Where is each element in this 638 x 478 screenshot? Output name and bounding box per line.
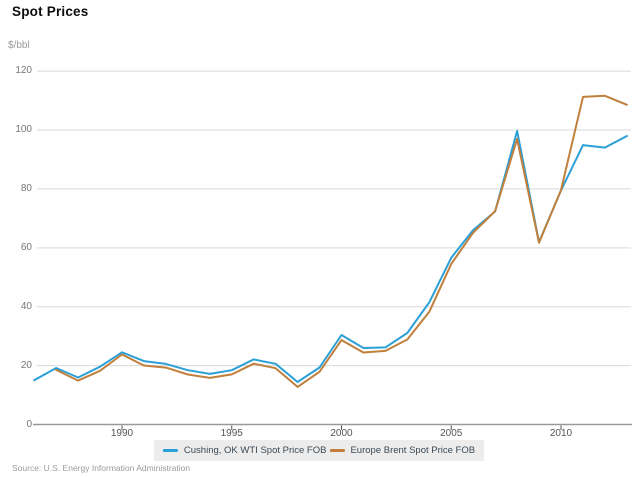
legend-label-brent: Europe Brent Spot Price FOB xyxy=(350,445,476,456)
y-tick-label: 40 xyxy=(20,300,32,312)
x-tick-label: 1990 xyxy=(110,428,134,439)
y-tick-label: 100 xyxy=(15,124,32,136)
wti-line-swatch xyxy=(162,449,178,452)
x-tick-label: 2000 xyxy=(330,428,353,439)
chart-title: Spot Prices xyxy=(12,4,89,19)
x-tick-label: 1995 xyxy=(220,428,243,439)
y-tick-label: 0 xyxy=(26,418,32,430)
y-axis-unit-label: $/bbl xyxy=(8,40,30,51)
legend: Cushing, OK WTI Spot Price FOB Europe Br… xyxy=(153,440,485,461)
brent-price-line xyxy=(55,94,628,388)
brent-line-swatch xyxy=(329,449,345,452)
legend-item-wti[interactable]: Cushing, OK WTI Spot Price FOB xyxy=(162,445,327,456)
y-tick-label: 120 xyxy=(15,65,32,77)
x-tick-label: 2010 xyxy=(549,428,573,439)
y-tick-label: 60 xyxy=(20,241,32,253)
y-tick-label: 20 xyxy=(20,359,32,371)
wti-price-line xyxy=(33,130,628,383)
source-attribution: Source: U.S. Energy Information Administ… xyxy=(12,463,191,473)
x-tick-label: 2005 xyxy=(440,428,463,439)
y-tick-label: 80 xyxy=(20,182,32,194)
legend-item-brent[interactable]: Europe Brent Spot Price FOB xyxy=(329,445,475,456)
legend-label-wti: Cushing, OK WTI Spot Price FOB xyxy=(183,445,327,456)
